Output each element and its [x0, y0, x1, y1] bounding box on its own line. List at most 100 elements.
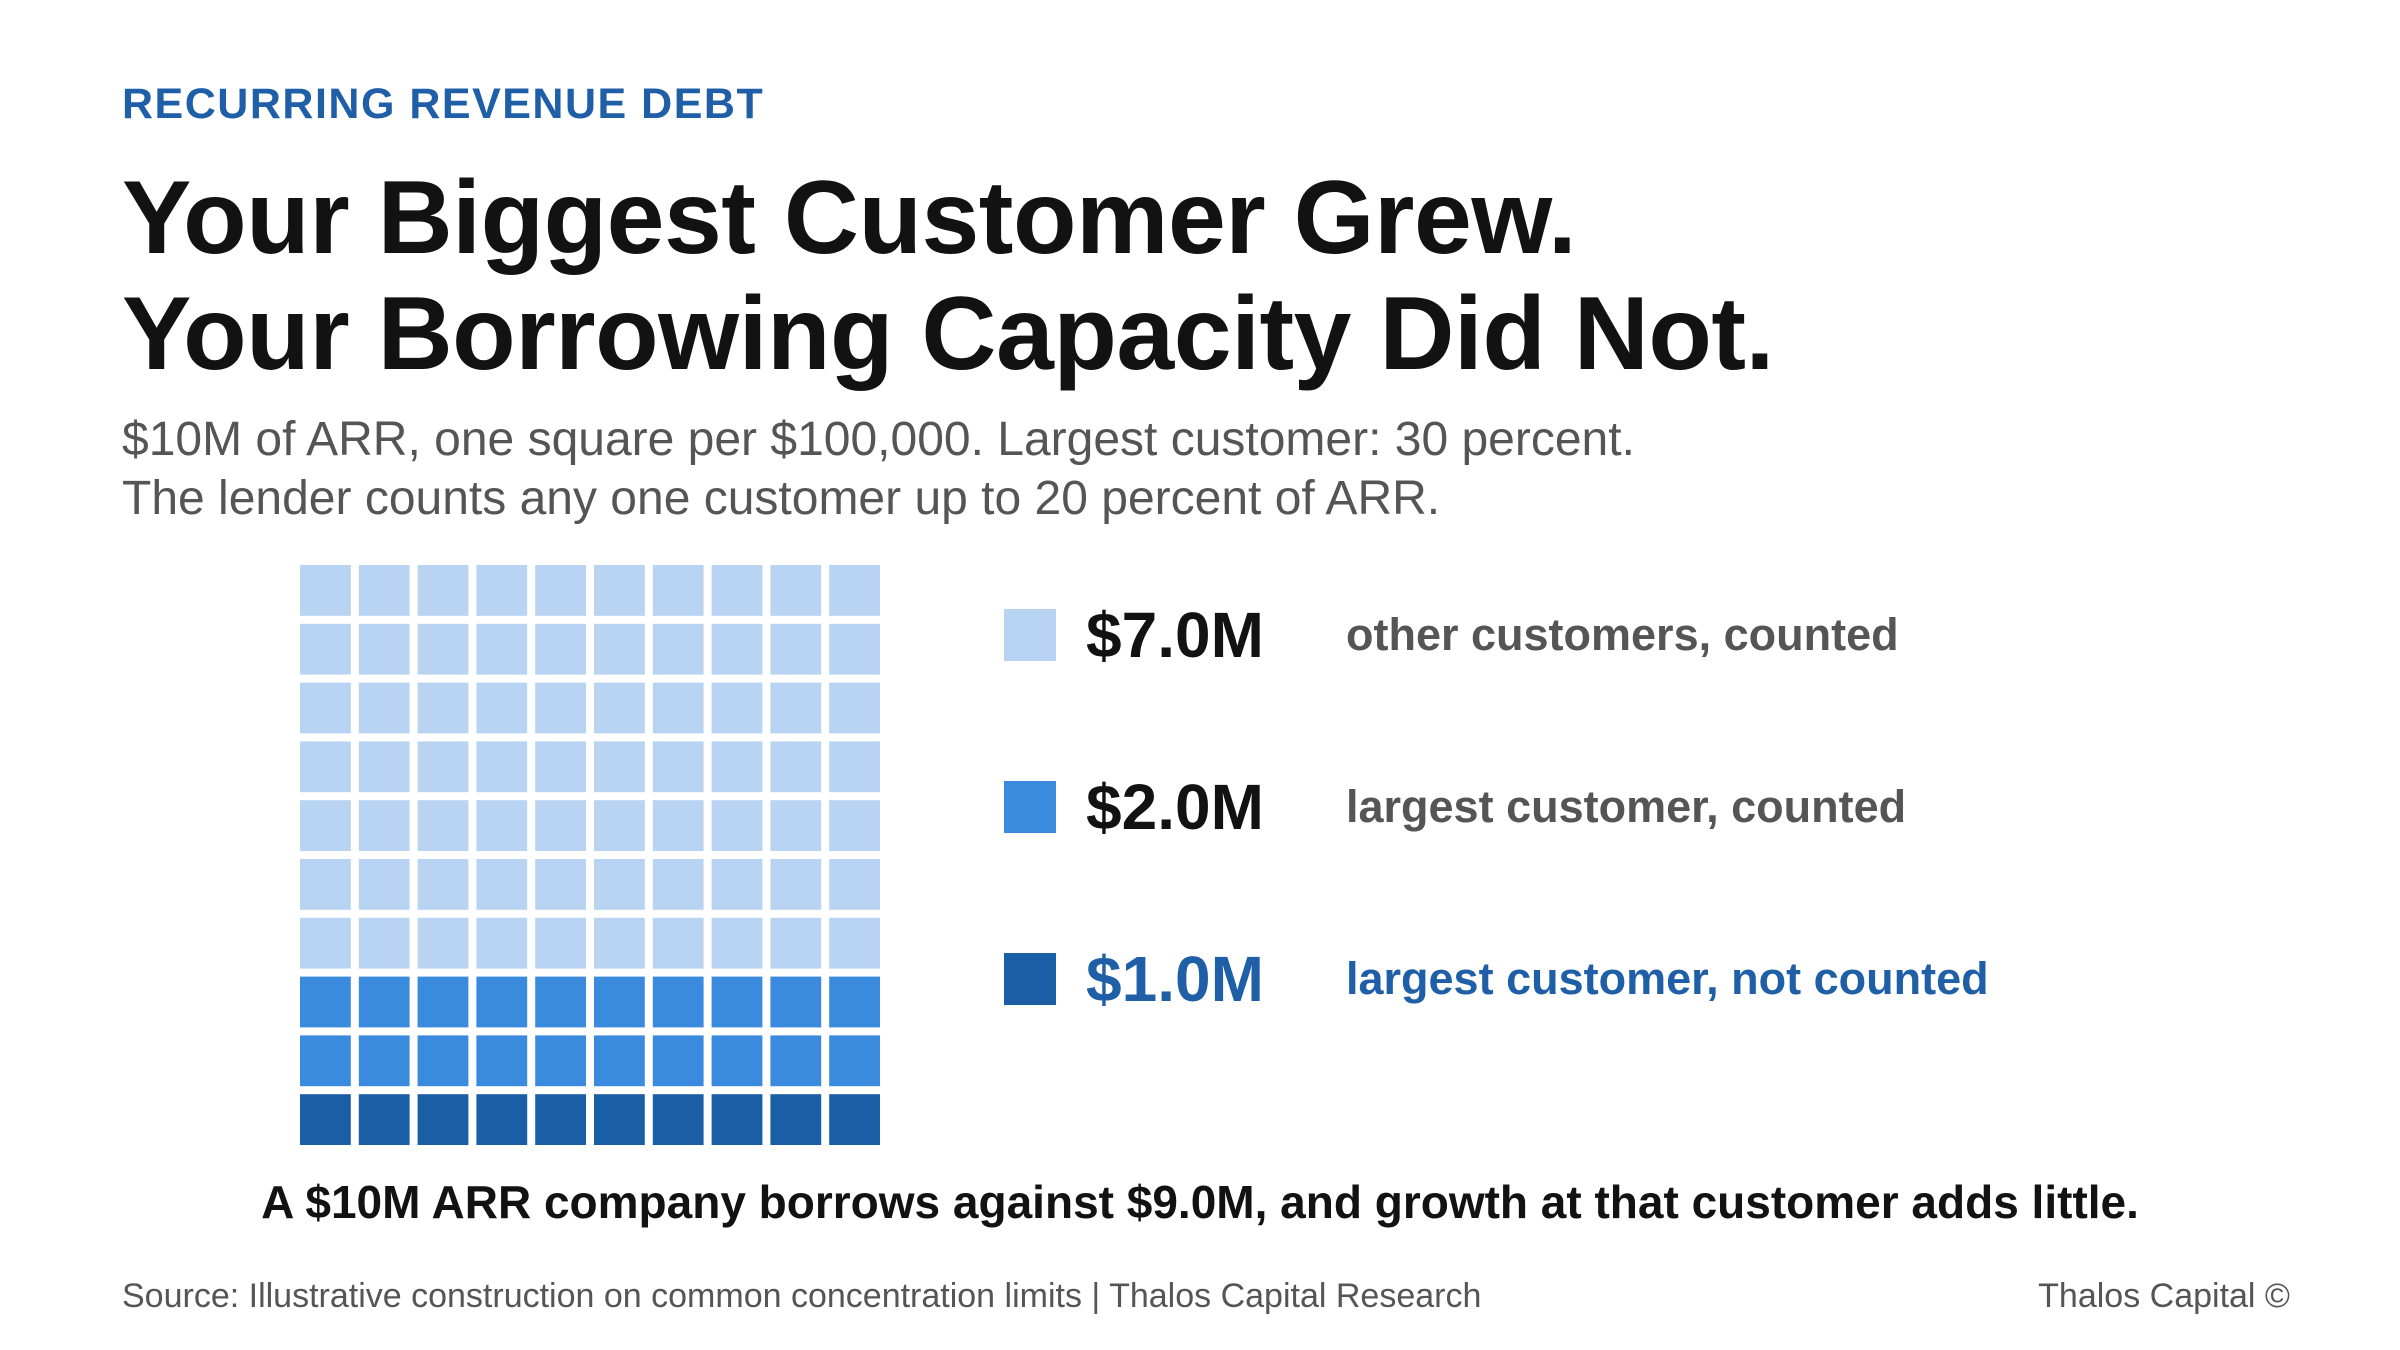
waffle-square: [358, 1035, 410, 1087]
waffle-square: [417, 800, 469, 851]
waffle-square: [829, 859, 880, 910]
waffle-square: [300, 917, 351, 969]
waffle-square: [770, 800, 822, 851]
waffle-square: [417, 1035, 469, 1087]
waffle-square: [594, 976, 645, 1028]
waffle-square: [476, 565, 528, 616]
waffle-square: [417, 1094, 469, 1145]
waffle-square: [594, 800, 645, 851]
legend-label: other customers, counted: [1346, 609, 1899, 660]
waffle-square: [829, 800, 880, 851]
waffle-square: [594, 741, 645, 793]
waffle-square: [770, 565, 822, 616]
waffle-square: [476, 859, 528, 910]
waffle-square: [594, 1094, 645, 1145]
page-title: Your Biggest Customer Grew. Your Borrowi…: [122, 160, 1774, 392]
waffle-square: [594, 859, 645, 910]
subtitle-line-2: The lender counts any one customer up to…: [122, 472, 1441, 525]
takeaway-text: A $10M ARR company borrows against $9.0M…: [261, 1176, 2139, 1228]
waffle-square: [829, 976, 880, 1028]
waffle-square: [358, 859, 410, 910]
waffle-square: [594, 1035, 645, 1087]
waffle-square: [476, 623, 528, 675]
waffle-square: [652, 1035, 704, 1087]
waffle-square: [535, 623, 586, 675]
waffle-square: [594, 565, 645, 616]
waffle-square: [535, 800, 586, 851]
waffle-chart: [300, 565, 880, 1145]
waffle-square: [300, 565, 351, 616]
waffle-square: [535, 1035, 586, 1087]
waffle-square: [476, 1094, 528, 1145]
eyebrow-label: RECURRING REVENUE DEBT: [122, 80, 765, 128]
waffle-square: [829, 1035, 880, 1087]
waffle-square: [417, 859, 469, 910]
waffle-square: [476, 976, 528, 1028]
legend-value: $2.0M: [1086, 771, 1264, 843]
waffle-square: [358, 565, 410, 616]
waffle-square: [770, 741, 822, 793]
legend-label: largest customer, counted: [1346, 781, 1907, 832]
waffle-square: [711, 800, 763, 851]
waffle-square: [652, 565, 704, 616]
waffle-square: [711, 859, 763, 910]
waffle-square: [829, 741, 880, 793]
legend-value: $7.0M: [1086, 599, 1264, 671]
waffle-square: [535, 917, 586, 969]
waffle-square: [358, 682, 410, 734]
waffle-square: [417, 917, 469, 969]
waffle-square: [535, 976, 586, 1028]
waffle-square: [770, 623, 822, 675]
waffle-square: [300, 800, 351, 851]
waffle-square: [300, 1094, 351, 1145]
waffle-square: [770, 859, 822, 910]
waffle-square: [652, 800, 704, 851]
waffle-square: [358, 741, 410, 793]
waffle-square: [300, 859, 351, 910]
waffle-square: [535, 741, 586, 793]
waffle-square: [417, 623, 469, 675]
title-line-2: Your Borrowing Capacity Did Not.: [122, 276, 1774, 392]
legend-item-largest-not-counted: $1.0M largest customer, not counted: [1004, 939, 2104, 1019]
waffle-square: [417, 976, 469, 1028]
waffle-square: [535, 1094, 586, 1145]
waffle-square: [417, 682, 469, 734]
waffle-square: [358, 800, 410, 851]
waffle-square: [770, 1035, 822, 1087]
waffle-square: [652, 917, 704, 969]
waffle-square: [829, 1094, 880, 1145]
waffle-square: [829, 917, 880, 969]
waffle-square: [358, 623, 410, 675]
waffle-square: [652, 682, 704, 734]
waffle-square: [770, 682, 822, 734]
waffle-square: [300, 976, 351, 1028]
waffle-square: [711, 917, 763, 969]
waffle-square: [711, 976, 763, 1028]
waffle-square: [535, 682, 586, 734]
title-line-1: Your Biggest Customer Grew.: [122, 160, 1577, 276]
waffle-square: [711, 682, 763, 734]
waffle-square: [594, 682, 645, 734]
legend-item-other-counted: $7.0M other customers, counted: [1004, 595, 2104, 675]
waffle-square: [476, 917, 528, 969]
waffle-square: [300, 1035, 351, 1087]
waffle-square: [652, 623, 704, 675]
subtitle-line-1: $10M of ARR, one square per $100,000. La…: [122, 413, 1635, 466]
waffle-square: [594, 623, 645, 675]
waffle-square: [652, 741, 704, 793]
legend-swatch-largest-not-counted: [1004, 953, 1056, 1005]
waffle-square: [594, 917, 645, 969]
waffle-square: [652, 859, 704, 910]
legend-item-largest-counted: $2.0M largest customer, counted: [1004, 767, 2104, 847]
waffle-square: [358, 917, 410, 969]
waffle-square: [358, 976, 410, 1028]
legend-label: largest customer, not counted: [1346, 953, 1989, 1004]
waffle-square: [770, 976, 822, 1028]
waffle-square: [711, 565, 763, 616]
waffle-square: [417, 565, 469, 616]
waffle-square: [711, 741, 763, 793]
waffle-square: [300, 623, 351, 675]
waffle-square: [535, 859, 586, 910]
waffle-square: [770, 917, 822, 969]
waffle-square: [652, 976, 704, 1028]
